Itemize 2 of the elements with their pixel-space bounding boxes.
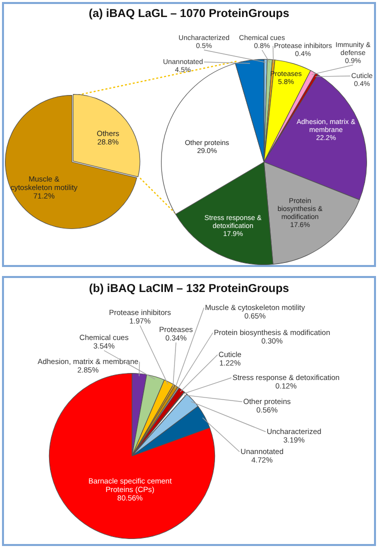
chart-title: (b) iBAQ LaCIM – 132 ProteinGroups <box>88 283 290 295</box>
text: (a) iBAQ LaGL – 1070 ProteinGroups <box>88 8 290 20</box>
